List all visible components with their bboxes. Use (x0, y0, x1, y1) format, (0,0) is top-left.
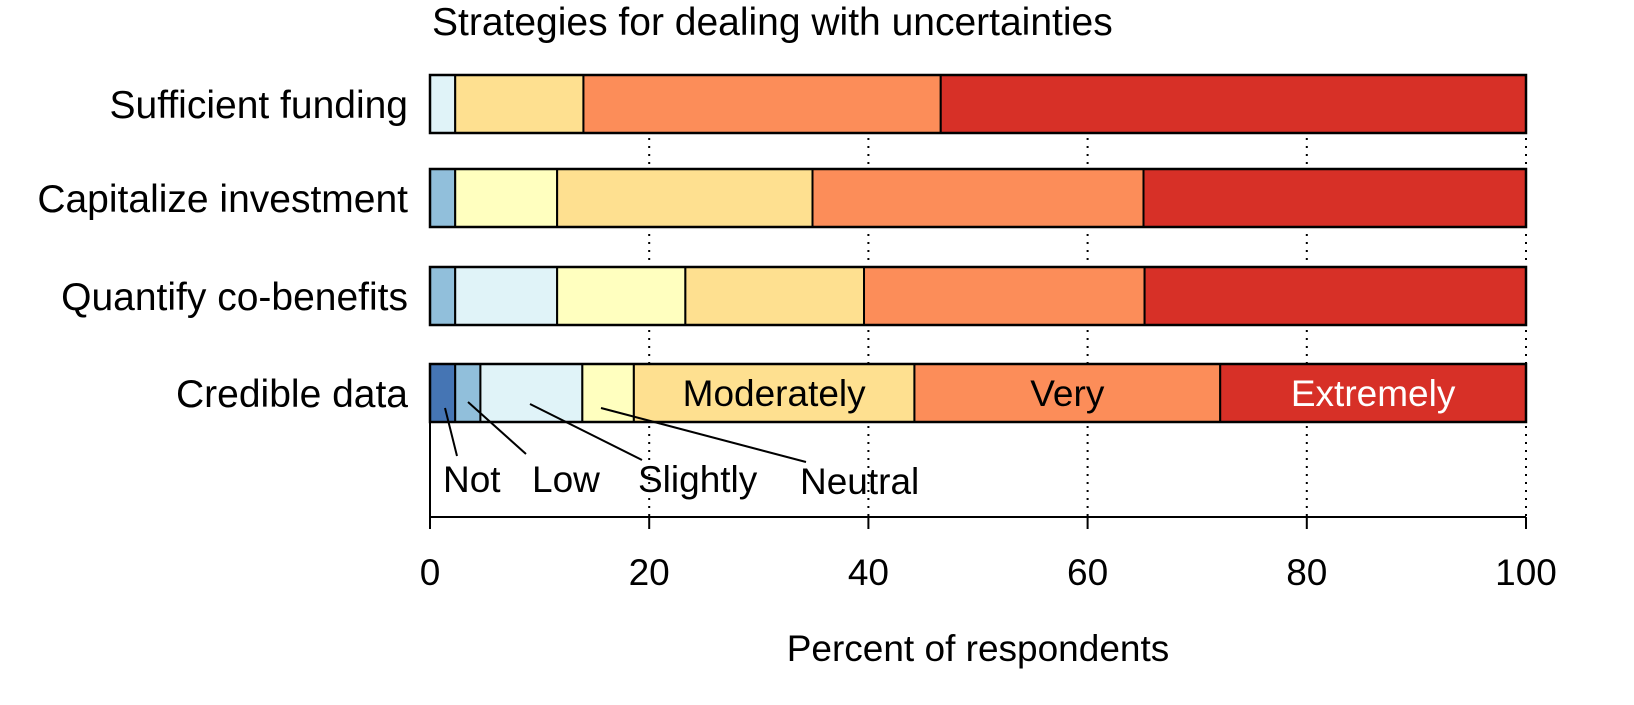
bar-capitalize-investment-neutral (454, 168, 559, 228)
segment-label-very: Very (1030, 373, 1105, 414)
bar-quantify-co-benefits-moderately (684, 266, 866, 326)
bar-capitalize-investment-low (429, 168, 457, 228)
bar-sufficient-funding-slightly (429, 74, 457, 134)
callout-label-slightly: Slightly (638, 459, 758, 500)
bar-outline-credible-data (428, 362, 1528, 424)
bar-sufficient-funding-very (582, 74, 942, 134)
bar-quantify-co-benefits-very (863, 266, 1146, 326)
bar-credible-data-low (454, 363, 482, 423)
bar-outline-quantify-co-benefits (428, 265, 1528, 327)
x-tick-label-80: 80 (1286, 552, 1327, 593)
bar-capitalize-investment-very (811, 168, 1145, 228)
callout-line-low (467, 401, 527, 455)
x-axis-label: Percent of respondents (787, 628, 1170, 669)
bar-credible-data-very (913, 363, 1222, 423)
callout-line-slightly (529, 403, 643, 461)
x-axis: 0 20 40 60 80 100 (420, 422, 1557, 593)
bar-outline-sufficient-funding (428, 73, 1528, 135)
segment-label-extremely: Extremely (1291, 373, 1456, 414)
category-label-capitalize-investment: Capitalize investment (37, 178, 408, 221)
category-label-credible-data: Credible data (176, 373, 408, 416)
callout-labels: Not Low Slightly Neutral (443, 401, 919, 502)
x-tick-label-20: 20 (629, 552, 670, 593)
x-tick-label-100: 100 (1495, 552, 1557, 593)
bar-sufficient-funding-extremely (939, 74, 1527, 134)
bar-credible-data-neutral (581, 363, 635, 423)
bar-quantify-co-benefits-extremely (1143, 266, 1528, 326)
chart-title: Strategies for dealing with uncertaintie… (432, 1, 1113, 44)
callout-label-not: Not (443, 459, 501, 500)
callout-label-low: Low (532, 459, 600, 500)
x-tick-label-0: 0 (420, 552, 441, 593)
callout-line-neutral (600, 407, 807, 463)
bar-credible-data-not (429, 363, 457, 423)
segment-label-moderately: Moderately (683, 373, 867, 414)
category-labels: Sufficient funding Capitalize investment Q… (37, 84, 408, 416)
x-tick-label-40: 40 (848, 552, 889, 593)
bar-credible-data-slightly (479, 363, 584, 423)
in-bar-labels: Moderately Very Extremely (683, 373, 1456, 414)
callout-line-not (444, 407, 458, 457)
bars (428, 73, 1528, 424)
bar-sufficient-funding-moderately (454, 74, 585, 134)
bar-quantify-co-benefits-low (429, 266, 457, 326)
category-label-quantify-co-benefits: Quantify co-benefits (61, 276, 408, 319)
bar-capitalize-investment-moderately (556, 168, 814, 228)
callout-label-neutral: Neutral (800, 461, 919, 502)
bar-capitalize-investment-extremely (1142, 168, 1527, 228)
x-tick-label-60: 60 (1067, 552, 1108, 593)
bar-outline-capitalize-investment (428, 167, 1528, 229)
bar-quantify-co-benefits-slightly (454, 266, 559, 326)
bar-quantify-co-benefits-neutral (556, 266, 687, 326)
category-label-sufficient-funding: Sufficient funding (110, 84, 409, 127)
